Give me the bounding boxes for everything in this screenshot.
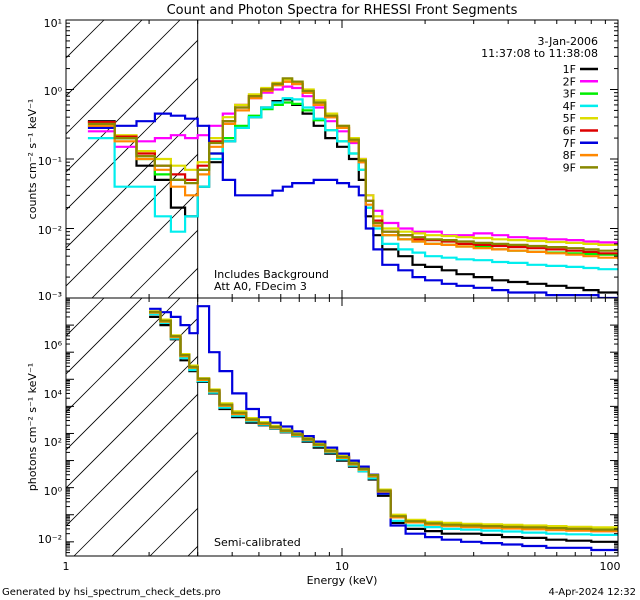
series-line-7F-counts xyxy=(87,112,618,298)
annotation-date: 3-Jan-2006 xyxy=(538,35,599,48)
hatch-line xyxy=(66,153,198,287)
top-y-tick-label-1e1: 10¹ xyxy=(44,17,62,30)
x-tick-label-10: 10 xyxy=(335,560,349,573)
footer-generated-by: Generated by hsi_spectrum_check_dets.pro xyxy=(2,587,221,598)
hatch-line xyxy=(66,20,181,135)
x-tick-label-100: 100 xyxy=(600,560,621,573)
hatch-line xyxy=(91,191,198,298)
bottom-y-tick-label-1e-2: 10⁻² xyxy=(38,533,62,546)
top-y-tick-label-1e-3: 10⁻³ xyxy=(38,290,62,303)
bottom-y-axis-label: photons cm⁻² s⁻¹ keV⁻¹ xyxy=(26,363,39,491)
bottom-y-tick-label-1e0: 10⁰ xyxy=(44,485,63,498)
legend-label-8F: 8F xyxy=(563,149,576,162)
top-y-tick-label-1e0: 10⁰ xyxy=(44,85,63,98)
hatch-line xyxy=(66,393,198,527)
annotation-background: Includes Background xyxy=(214,268,329,281)
top-y-axis-label: counts cm⁻² s⁻¹ keV⁻¹ xyxy=(26,99,39,220)
series-line-9F-counts xyxy=(87,77,618,252)
series-line-2F-photons xyxy=(149,311,618,530)
series-line-6F-photons xyxy=(149,311,618,533)
legend-label-6F: 6F xyxy=(563,125,576,138)
legend-label-7F: 7F xyxy=(563,137,576,150)
top-y-tick-label-1e-1: 10⁻¹ xyxy=(38,155,62,168)
hatch-region-fill xyxy=(66,298,198,556)
hatch-line xyxy=(66,317,198,451)
hatch-line xyxy=(187,545,198,556)
bottom-y-tick-label-1e2: 10² xyxy=(44,436,62,449)
hatch-line xyxy=(73,431,198,556)
hatch-line xyxy=(129,229,198,298)
series-group-top xyxy=(87,77,618,298)
chart-title: Count and Photon Spectra for RHESSI Fron… xyxy=(167,3,518,18)
annotation-semi-calibrated: Semi-calibrated xyxy=(214,536,301,549)
hatch-line xyxy=(149,507,198,556)
hatch-line xyxy=(66,298,143,375)
series-line-8F-photons xyxy=(149,311,618,533)
legend-label-1F: 1F xyxy=(563,63,576,76)
hatch-line xyxy=(66,77,198,211)
series-line-4F-counts xyxy=(87,97,618,271)
annotation-time-range: 11:37:08 to 11:38:08 xyxy=(481,47,598,60)
hatch-layer xyxy=(66,20,199,556)
hatch-line xyxy=(66,355,198,489)
series-line-7F-photons xyxy=(149,305,618,552)
top-y-tick-label-1e-2: 10⁻² xyxy=(38,224,62,237)
hatch-region-top xyxy=(66,20,199,298)
legend-label-2F: 2F xyxy=(563,75,576,88)
hatch-line xyxy=(66,298,181,413)
legend-label-3F: 3F xyxy=(563,88,576,101)
footer-timestamp: 4-Apr-2024 12:32 xyxy=(549,587,636,598)
series-line-1F-photons xyxy=(149,315,618,544)
x-tick-label-1: 1 xyxy=(63,560,70,573)
series-line-3F-photons xyxy=(149,311,618,531)
legend-label-9F: 9F xyxy=(563,161,576,174)
hatch-line xyxy=(111,469,198,556)
legend-label-5F: 5F xyxy=(563,112,576,125)
bottom-y-tick-label-1e4: 10⁴ xyxy=(44,388,63,401)
hatch-lines xyxy=(66,298,198,556)
hatch-line xyxy=(66,39,198,173)
legend-label-4F: 4F xyxy=(563,100,576,113)
series-layer xyxy=(87,77,618,552)
series-line-4F-photons xyxy=(149,313,618,536)
hatch-region-fill xyxy=(66,20,198,298)
series-group-bottom xyxy=(149,305,618,552)
hatch-region-bottom xyxy=(66,298,199,556)
bottom-y-tick-label-1e6: 10⁶ xyxy=(44,339,63,352)
annotation-attenuator: Att A0, FDecim 3 xyxy=(214,280,307,293)
hatch-line xyxy=(66,20,143,97)
x-axis-label: Energy (keV) xyxy=(307,574,378,587)
series-line-9F-photons xyxy=(149,310,618,531)
axes-layer xyxy=(65,19,619,557)
